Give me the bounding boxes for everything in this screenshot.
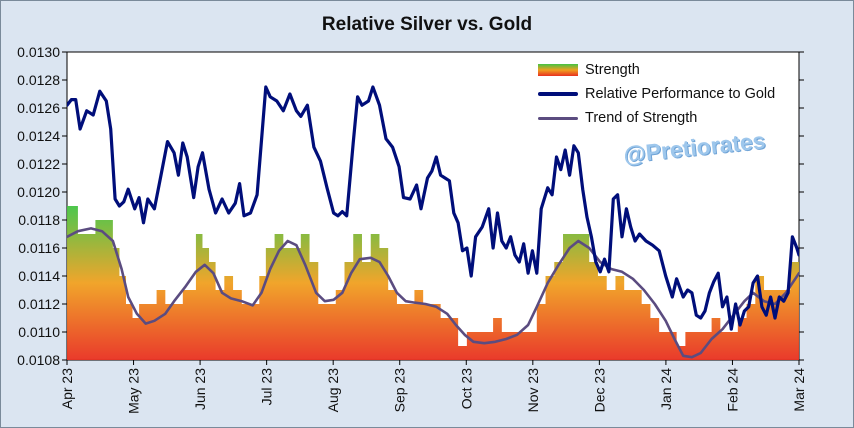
x-tick-label: Oct 23 [458,368,474,409]
x-tick-label: Sep 23 [392,368,408,413]
legend-label-trend: Trend of Strength [585,110,698,126]
legend-swatch-relative [537,92,579,96]
y-tick-label: 0.0112 [18,296,60,312]
y-tick-label: 0.0114 [18,268,60,284]
strength-area-layer [67,206,799,360]
legend: Strength Relative Performance to Gold Tr… [537,58,775,130]
relative-performance-line [67,85,799,331]
x-tick-label: Feb 24 [724,368,740,412]
legend-item-relative: Relative Performance to Gold [537,82,775,106]
legend-swatch-trend [537,116,579,120]
x-tick-label: Mar 24 [791,368,807,412]
legend-item-strength: Strength [537,58,775,82]
strength-area [67,206,799,360]
legend-swatch-strength [537,64,579,76]
x-tick-label: Apr 23 [59,368,75,409]
x-tick-label: May 23 [126,368,142,414]
trend-line-layer [67,227,799,359]
x-tick-label: Aug 23 [325,368,341,413]
y-tick-label: 0.0118 [18,212,60,228]
y-tick-label: 0.0128 [17,72,60,88]
x-tick-label: Jun 23 [192,368,208,410]
y-tick-label: 0.0124 [17,128,60,144]
y-axis-right [799,51,804,361]
x-tick-label: Dec 23 [591,368,607,413]
trend-of-strength-line [67,227,799,359]
legend-label-relative: Relative Performance to Gold [585,86,776,102]
y-tick-label: 0.0116 [18,240,60,256]
legend-item-trend: Trend of Strength [537,106,775,130]
y-tick-label: 0.0110 [18,324,60,340]
y-tick-label: 0.0120 [17,184,60,200]
y-tick-label: 0.0126 [17,100,60,116]
x-tick-label: Nov 23 [525,368,541,413]
x-tick-label: Jul 23 [259,368,275,406]
y-tick-label: 0.0122 [17,156,60,172]
chart-title: Relative Silver vs. Gold [321,14,533,35]
x-axis: Apr 23 May 23 Jun 23 Jul 23 Aug 23 Sep 23 Oct … [59,360,807,414]
y-axis: 0.0130 0.0128 0.0126 0.0124 0.0122 0.0120 0.01… [17,44,67,368]
y-tick-label: 0.0108 [17,352,60,368]
legend-label-strength: Strength [585,62,640,78]
relative-line-layer [67,85,799,331]
x-tick-label: Jan 24 [658,368,674,410]
y-tick-label: 0.0130 [17,44,60,60]
